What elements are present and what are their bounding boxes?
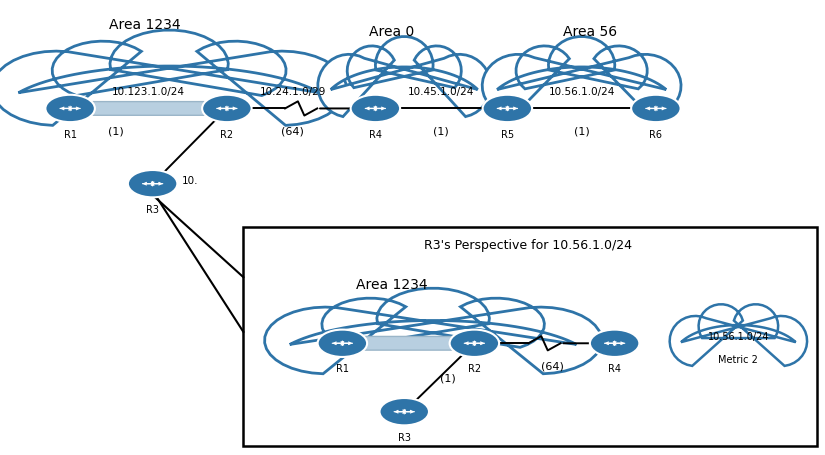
Text: 10.56.1.0/24: 10.56.1.0/24 — [549, 87, 615, 97]
Polygon shape — [670, 305, 807, 366]
FancyBboxPatch shape — [243, 228, 817, 446]
Text: R3: R3 — [146, 204, 159, 214]
Circle shape — [45, 96, 95, 123]
Text: R6: R6 — [649, 129, 662, 139]
Text: Area 0: Area 0 — [370, 25, 414, 39]
Text: Area 1234: Area 1234 — [356, 278, 427, 291]
FancyBboxPatch shape — [360, 337, 457, 350]
Text: 10.123.1.0/24: 10.123.1.0/24 — [112, 87, 185, 97]
Text: R2: R2 — [220, 129, 233, 139]
Text: (64): (64) — [281, 126, 304, 136]
Polygon shape — [318, 37, 491, 117]
Text: R4: R4 — [608, 364, 621, 374]
Text: R3: R3 — [398, 432, 411, 442]
Circle shape — [483, 96, 532, 123]
Text: R3's Perspective for 10.56.1.0/24: R3's Perspective for 10.56.1.0/24 — [424, 239, 632, 252]
Polygon shape — [265, 288, 601, 374]
Text: 10.56.1.0/24: 10.56.1.0/24 — [708, 332, 769, 342]
Text: 10.45.1.0/24: 10.45.1.0/24 — [408, 87, 474, 97]
Circle shape — [450, 330, 499, 357]
Text: 10.24.1.0/29: 10.24.1.0/29 — [260, 87, 326, 97]
Polygon shape — [0, 31, 346, 126]
Text: (1): (1) — [433, 126, 450, 136]
Circle shape — [380, 398, 429, 425]
Text: (1): (1) — [107, 126, 124, 136]
Text: (1): (1) — [573, 126, 590, 136]
Text: Area 1234: Area 1234 — [109, 18, 180, 32]
Text: R1: R1 — [64, 129, 77, 139]
Text: Metric 2: Metric 2 — [719, 354, 758, 364]
Circle shape — [128, 171, 177, 198]
Polygon shape — [482, 37, 681, 117]
Circle shape — [631, 96, 681, 123]
Text: (64): (64) — [541, 361, 564, 371]
Text: R4: R4 — [369, 129, 382, 139]
Circle shape — [318, 330, 367, 357]
Text: R1: R1 — [336, 364, 349, 374]
Circle shape — [351, 96, 400, 123]
Text: 10.: 10. — [182, 176, 198, 186]
Circle shape — [590, 330, 639, 357]
Text: R2: R2 — [468, 364, 481, 374]
Circle shape — [202, 96, 252, 123]
FancyBboxPatch shape — [90, 102, 207, 116]
Text: R5: R5 — [501, 129, 514, 139]
Text: Area 56: Area 56 — [563, 25, 617, 39]
Text: (1): (1) — [440, 373, 456, 383]
